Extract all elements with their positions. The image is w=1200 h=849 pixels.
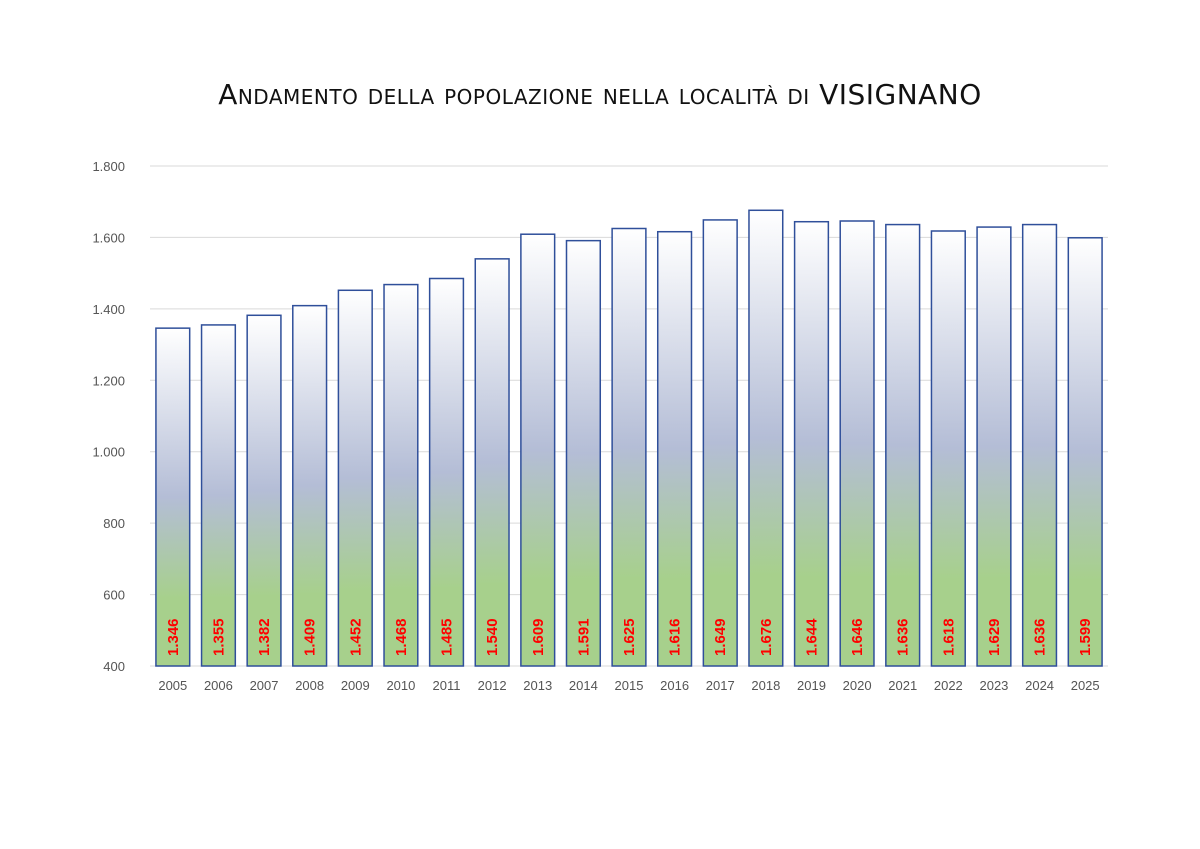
bar-2012 — [474, 258, 510, 667]
bar-2019 — [793, 220, 830, 667]
data-label: 1.646 — [849, 618, 866, 656]
data-label: 1.346 — [165, 618, 182, 656]
bar-2018 — [748, 209, 784, 667]
data-label: 1.485 — [439, 618, 456, 656]
data-label: 1.382 — [256, 618, 273, 656]
x-tick-label: 2022 — [934, 678, 963, 693]
bar-2021 — [885, 223, 921, 667]
y-axis-tick-labels: 400 600 800 1.000 1.200 1.400 1.600 1.800 — [92, 159, 125, 674]
y-tick-label: 1.400 — [92, 302, 125, 317]
x-tick-label: 2012 — [478, 678, 507, 693]
y-tick-label: 400 — [103, 659, 125, 674]
x-axis-tick-labels: 2005 2006 2007 2008 2009 2010 2011 2012 2013 2014… — [158, 678, 1099, 693]
x-tick-label: 2017 — [706, 678, 735, 693]
x-tick-label: 2007 — [250, 678, 279, 693]
x-tick-label: 2019 — [797, 678, 826, 693]
bar-2017 — [702, 219, 738, 667]
y-tick-label: 1.200 — [92, 373, 125, 388]
data-label: 1.676 — [758, 618, 775, 656]
x-tick-label: 2008 — [295, 678, 324, 693]
x-tick-label: 2010 — [386, 678, 415, 693]
x-tick-label: 2009 — [341, 678, 370, 693]
bar-2015 — [611, 227, 647, 667]
y-tick-label: 800 — [103, 516, 125, 531]
x-tick-label: 2020 — [843, 678, 872, 693]
data-label: 1.468 — [393, 618, 410, 656]
x-tick-label: 2025 — [1071, 678, 1100, 693]
data-label: 1.540 — [484, 618, 501, 656]
data-label: 1.599 — [1077, 618, 1094, 656]
data-label: 1.452 — [347, 618, 364, 656]
bar-2024 — [1021, 223, 1058, 667]
y-tick-label: 1.800 — [92, 159, 125, 174]
x-tick-label: 2021 — [888, 678, 917, 693]
bar-2009 — [337, 289, 373, 667]
x-tick-label: 2006 — [204, 678, 233, 693]
bar-2022 — [930, 230, 966, 667]
bar-2010 — [383, 283, 419, 667]
x-tick-label: 2013 — [523, 678, 552, 693]
data-label: 1.409 — [302, 618, 319, 656]
bar-2025 — [1067, 237, 1103, 667]
data-label: 1.609 — [530, 618, 547, 656]
x-tick-label: 2005 — [158, 678, 187, 693]
data-label: 1.625 — [621, 618, 638, 656]
bar-2016 — [656, 230, 693, 667]
data-label: 1.636 — [1032, 618, 1049, 656]
bar-2005 — [155, 327, 191, 667]
bar-2023 — [976, 226, 1012, 667]
x-tick-label: 2024 — [1025, 678, 1054, 693]
bar-2007 — [246, 314, 282, 667]
x-tick-label: 2015 — [615, 678, 644, 693]
data-label: 1.618 — [940, 618, 957, 656]
data-label: 1.616 — [667, 618, 684, 656]
y-tick-label: 1.000 — [92, 445, 125, 460]
data-label: 1.629 — [986, 618, 1003, 656]
bar-2006 — [200, 324, 237, 667]
x-tick-label: 2018 — [751, 678, 780, 693]
data-label: 1.649 — [712, 618, 729, 656]
bar-2014 — [565, 239, 602, 667]
bar-2008 — [292, 304, 328, 667]
x-tick-label: 2023 — [979, 678, 1008, 693]
data-label: 1.644 — [803, 618, 820, 656]
x-tick-label: 2014 — [569, 678, 598, 693]
data-label: 1.355 — [210, 618, 227, 656]
data-label: 1.636 — [895, 618, 912, 656]
data-label: 1.591 — [575, 618, 592, 656]
x-tick-label: 2016 — [660, 678, 689, 693]
bars: 1.346 1.355 1.382 1.409 1.452 1.468 1.485 1.540… — [155, 209, 1103, 667]
y-tick-label: 1.600 — [92, 230, 125, 245]
chart-title: Andamento della popolazione nella locali… — [218, 78, 982, 111]
y-tick-label: 600 — [103, 588, 125, 603]
x-tick-label: 2011 — [433, 678, 461, 693]
bar-2020 — [839, 220, 875, 667]
bar-2013 — [520, 233, 556, 667]
bar-2011 — [428, 277, 465, 667]
